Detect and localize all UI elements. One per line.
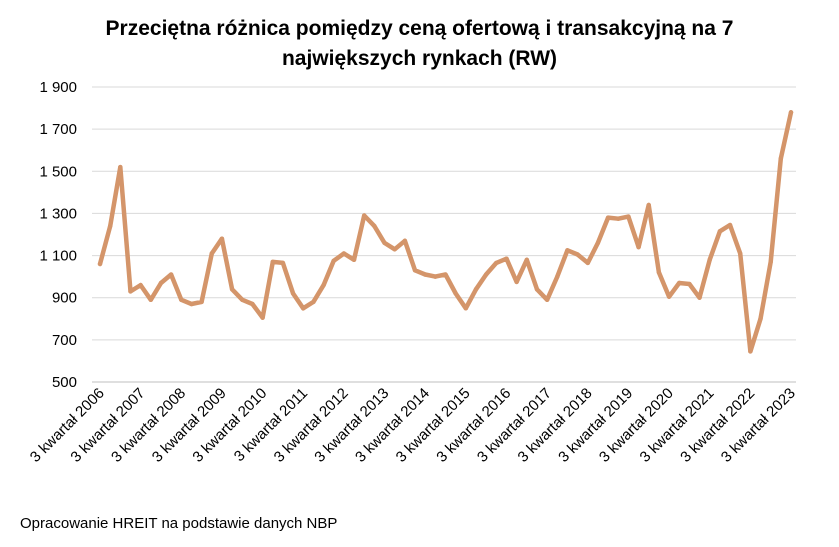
data-point [250,301,255,307]
y-tick-label: 1 900 [39,79,77,96]
data-point [687,281,692,287]
data-point [677,280,682,286]
data-point [453,291,458,296]
data-point [179,297,184,303]
data-point [473,287,479,292]
y-axis: 500 700 900 1 100 1 300 1 500 1 700 1 900 [39,79,77,391]
source-note: Opracowanie HREIT na podstawie danych NB… [20,515,338,532]
data-point [97,261,103,267]
data-point [158,280,164,286]
data-point [321,282,326,288]
series-group [97,110,794,354]
data-point [118,164,123,170]
data-point [270,259,275,265]
data-point [534,287,540,292]
data-point [575,252,580,257]
data-point [748,349,753,354]
y-tick-label: 1 300 [39,205,77,222]
data-point [758,316,763,321]
data-point [483,272,489,277]
data-point [443,272,448,277]
series-line [97,110,794,354]
data-point [128,289,133,294]
y-tick-label: 700 [52,332,77,349]
y-tick-label: 500 [52,374,77,391]
data-point [229,287,235,292]
data-point [107,223,113,229]
data-point [290,291,296,296]
y-tick-label: 1 700 [39,121,77,138]
data-point [311,299,316,305]
data-point [463,306,469,311]
data-point [382,240,387,246]
data-point [605,215,611,220]
data-point [148,297,154,303]
data-point [737,251,743,256]
data-point [362,213,367,218]
data-point [138,282,143,288]
data-point [616,216,621,221]
x-tick-label: 3 kwartał 2023 [718,385,799,466]
data-point [189,301,194,307]
data-point [727,222,733,228]
data-point [351,257,357,262]
data-point [422,272,428,277]
data-point [504,256,509,261]
data-point [595,240,601,246]
data-point [301,306,306,311]
data-point [565,248,570,253]
data-point [402,238,408,244]
data-point [219,236,225,241]
data-point [412,268,418,273]
data-point [514,279,519,285]
data-point [280,260,286,266]
data-point [666,294,672,299]
data-point [544,297,550,303]
data-point [707,257,712,262]
y-tick-label: 1 100 [39,248,77,265]
y-tick-label: 900 [52,290,77,307]
data-point [768,259,773,265]
data-point [199,299,204,305]
data-point [209,251,214,256]
data-point [494,260,499,266]
data-point [626,214,631,219]
data-point [372,223,377,229]
data-point [717,229,723,234]
chart-title-line-1: Przeciętna różnica pomiędzy ceną ofertow… [105,17,734,40]
data-point [646,202,651,208]
data-point [585,260,590,266]
y-tick-label: 1 500 [39,163,77,180]
data-point [656,270,662,275]
data-point [240,297,245,303]
data-point [168,272,174,277]
data-point [331,258,336,264]
data-point [392,247,397,252]
data-point [524,257,529,262]
data-point [433,274,438,279]
chart-title-line-2: największych rynkach (RW) [281,47,558,70]
gridlines [92,86,796,383]
data-point [555,274,560,279]
data-point [788,110,794,115]
data-point [697,295,702,300]
data-point [636,244,641,250]
chart-title: Przeciętna różnica pomiędzy ceną ofertow… [0,14,839,74]
data-point [260,315,265,320]
data-point [778,156,784,161]
data-point [341,251,347,256]
